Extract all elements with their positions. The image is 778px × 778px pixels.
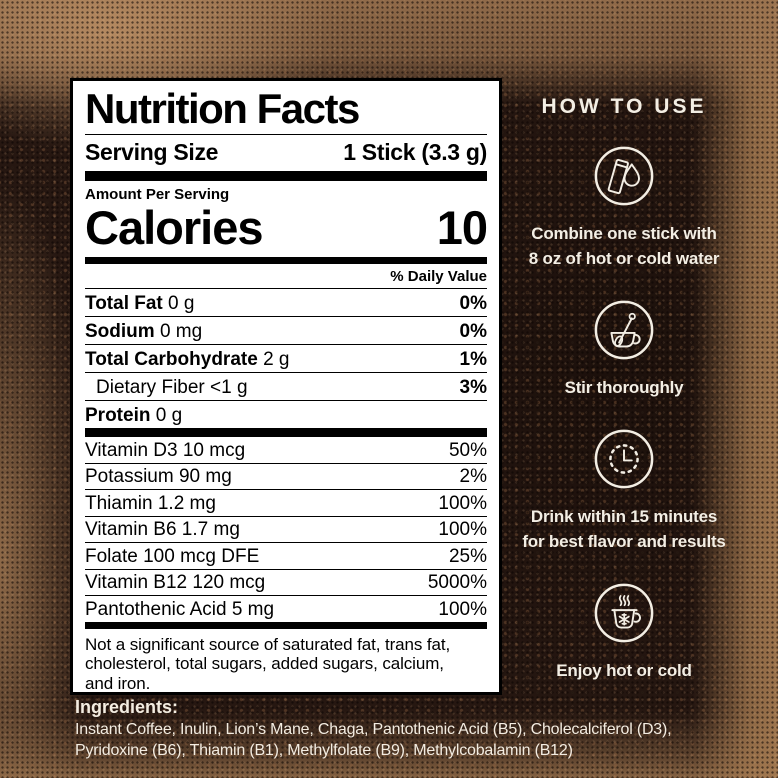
- nutrient-amount: 2 g: [263, 348, 290, 370]
- vitamin-dv: 100%: [438, 519, 487, 540]
- vitamin-name: Pantothenic Acid 5 mg: [85, 598, 275, 620]
- divider-bar: [85, 428, 487, 437]
- step-text-line: Drink within 15 minutes: [530, 507, 718, 526]
- nutrient-dv: 0%: [459, 320, 487, 342]
- vitamin-dv: 100%: [438, 598, 487, 620]
- calories-row: Calories 10: [85, 201, 488, 254]
- divider-bar: [85, 621, 487, 629]
- footnote-line: Not a significant source of saturated fa…: [85, 634, 451, 654]
- step-text-line: Stir thoroughly: [564, 378, 684, 397]
- how-to-step-combine: Combine one stick with 8 oz of hot or co…: [528, 145, 720, 271]
- vitamin-name: Vitamin B6 1.7 mg: [85, 519, 240, 540]
- nutrient-name: Sodium: [85, 320, 155, 342]
- vitamin-name: Vitamin B12 120 mcg: [85, 572, 266, 593]
- vitamin-row: Vitamin D3 10 mcg 50%: [85, 437, 487, 464]
- how-to-step-stir: Stir thoroughly: [565, 299, 684, 400]
- vitamin-row: Folate 100 mcg DFE 25%: [85, 543, 487, 570]
- stick-packet-droplet-icon: [593, 145, 655, 207]
- nutrient-amount: 0 mg: [159, 320, 203, 342]
- footnote-line: cholesterol, total sugars, added sugars,…: [85, 654, 444, 673]
- serving-size-row: Serving Size 1 Stick (3.3 g): [85, 135, 487, 171]
- vitamin-dv: 100%: [438, 492, 487, 514]
- vitamin-dv: 2%: [459, 466, 487, 487]
- vitamin-name: Potassium 90 mg: [85, 466, 232, 487]
- nutrient-name: Dietary Fiber: [96, 376, 205, 398]
- nutrient-name: Protein: [85, 404, 151, 426]
- vitamin-dv: 50%: [448, 439, 487, 461]
- nutrient-amount: <1 g: [210, 376, 248, 398]
- nutrient-row: Protein 0 g: [85, 401, 487, 428]
- nutrient-amount: 0 g: [168, 292, 195, 314]
- nutrient-dv: 3%: [459, 376, 487, 398]
- vitamin-name: Thiamin 1.2 mg: [85, 492, 216, 514]
- nutrient-dv: 0%: [459, 292, 487, 314]
- nutrient-amount: 0 g: [155, 404, 183, 426]
- ingredients-section: Ingredients: Instant Coffee, Inulin, Lio…: [75, 697, 755, 761]
- nutrient-name: Total Fat: [85, 292, 163, 314]
- how-to-use-heading: HOW TO USE: [541, 95, 707, 118]
- calories-label: Calories: [85, 201, 263, 254]
- vitamin-row: Vitamin B12 120 mcg 5000%: [85, 570, 487, 596]
- vitamin-dv: 5000%: [427, 572, 487, 593]
- footnote-line: and iron.: [85, 673, 151, 693]
- calories-value: 10: [436, 201, 488, 254]
- hot-cold-cup-icon: [593, 582, 655, 644]
- step-text-line: 8 oz of hot or cold water: [528, 249, 720, 268]
- daily-value-header: % Daily Value: [85, 264, 487, 289]
- nutrition-facts-title: Nutrition Facts: [85, 86, 487, 135]
- how-to-step-drink: Drink within 15 minutes for best flavor …: [522, 428, 726, 554]
- amount-per-serving-label: Amount Per Serving: [85, 186, 230, 203]
- stir-cup-spoon-icon: [593, 299, 655, 361]
- vitamin-name: Folate 100 mcg DFE: [85, 545, 260, 567]
- how-to-use-section: HOW TO USE Combine one stick with 8 oz o…: [494, 95, 754, 711]
- clock-icon: [593, 428, 655, 490]
- nutrient-row: Total Carbohydrate 2 g 1%: [85, 345, 487, 373]
- nutrition-facts-panel: Nutrition Facts Serving Size 1 Stick (3.…: [70, 78, 502, 695]
- label-footnote: Not a significant source of saturated fa…: [85, 629, 487, 693]
- vitamin-name: Vitamin D3 10 mcg: [85, 439, 246, 461]
- divider-bar: [85, 171, 487, 181]
- serving-size-label: Serving Size: [85, 139, 219, 165]
- step-text-line: Combine one stick with: [531, 224, 717, 243]
- nutrient-row: Sodium 0 mg 0%: [85, 317, 487, 345]
- ingredients-line: Instant Coffee, Inulin, Lion’s Mane, Cha…: [75, 721, 672, 738]
- nutrient-row: Total Fat 0 g 0%: [85, 289, 487, 317]
- nutrient-row: Dietary Fiber <1 g 3%: [85, 373, 487, 401]
- ingredients-line: Pyridoxine (B6), Thiamin (B1), Methylfol…: [75, 742, 573, 759]
- vitamin-dv: 25%: [448, 545, 487, 567]
- ingredients-heading: Ingredients:: [75, 697, 179, 717]
- vitamin-row: Pantothenic Acid 5 mg 100%: [85, 596, 487, 622]
- serving-size-value: 1 Stick (3.3 g): [343, 139, 487, 165]
- nutrient-name: Total Carbohydrate: [85, 348, 258, 370]
- step-text-line: Enjoy hot or cold: [556, 661, 692, 680]
- step-text-line: for best flavor and results: [522, 532, 726, 551]
- divider-bar: [85, 257, 487, 264]
- vitamin-row: Thiamin 1.2 mg 100%: [85, 490, 487, 517]
- vitamin-row: Vitamin B6 1.7 mg 100%: [85, 517, 487, 543]
- how-to-step-enjoy: Enjoy hot or cold: [556, 582, 692, 683]
- nutrient-dv: 1%: [459, 348, 487, 370]
- vitamin-row: Potassium 90 mg 2%: [85, 464, 487, 490]
